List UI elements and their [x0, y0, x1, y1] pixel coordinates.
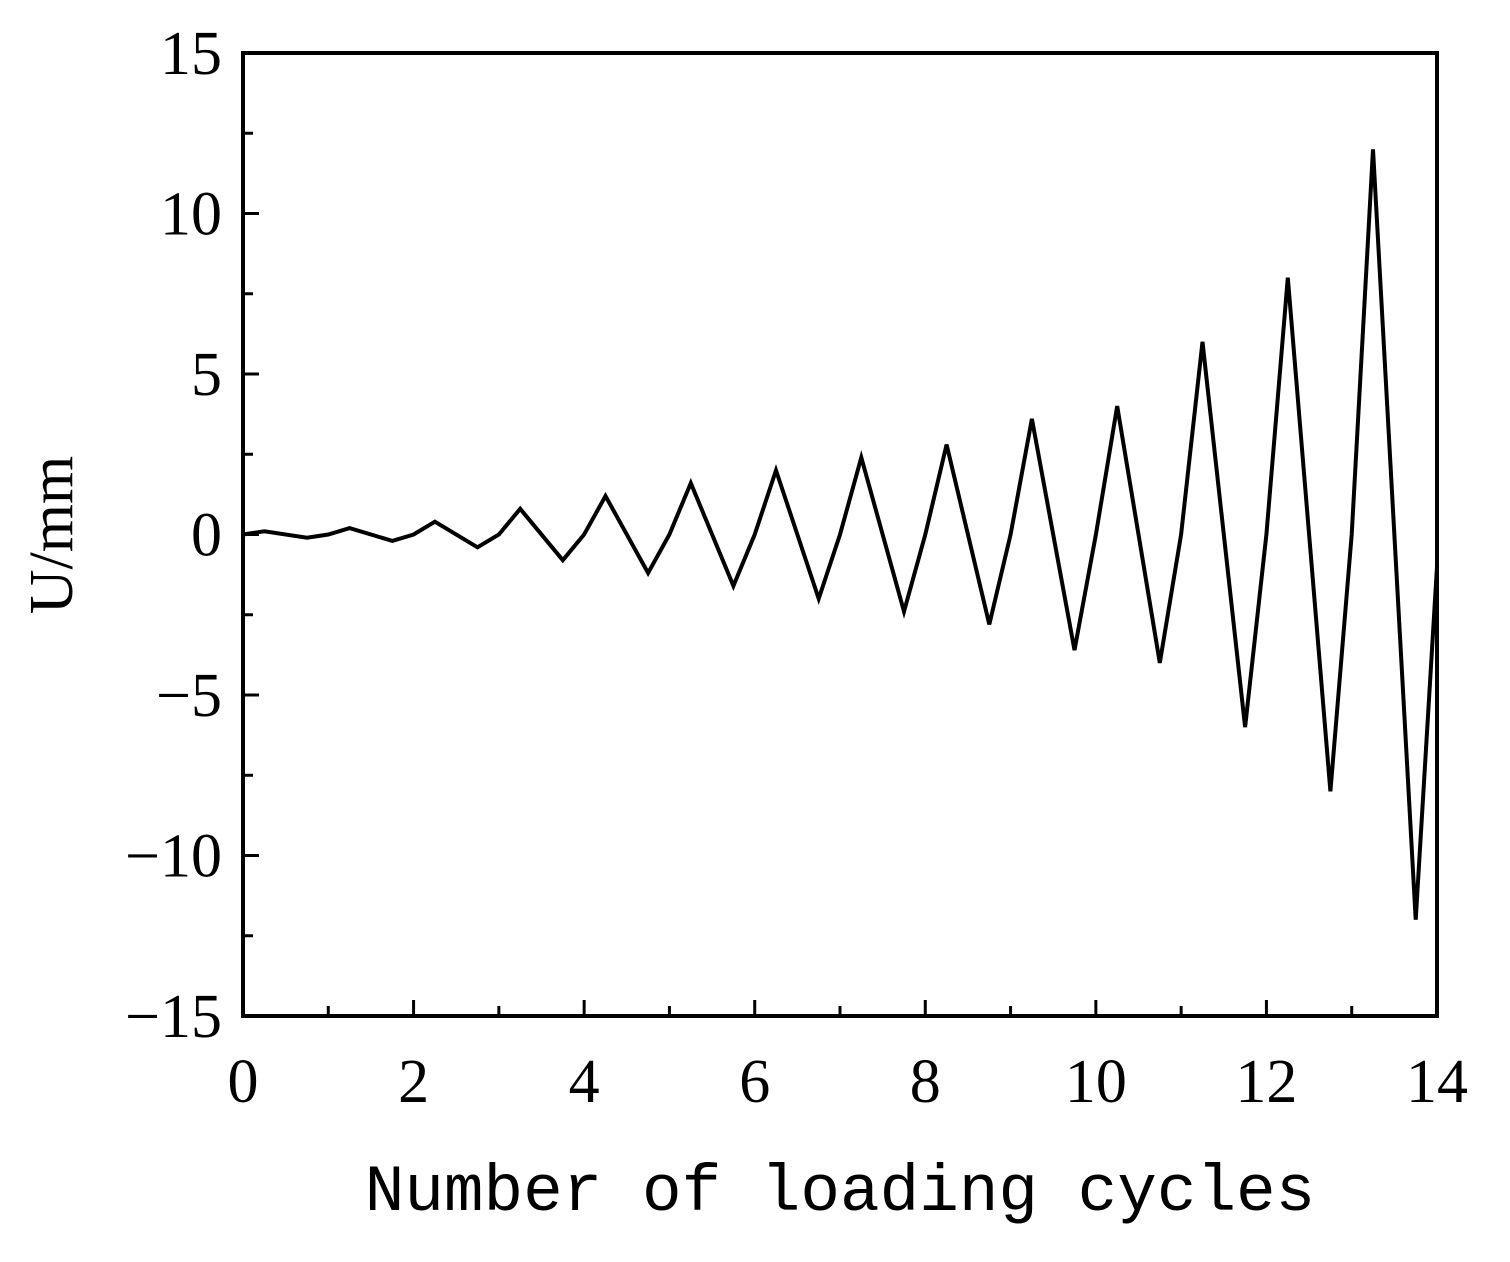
y-tick-label: 0 [191, 502, 222, 570]
plot-frame [241, 51, 1439, 1018]
y-tick-label: −10 [125, 823, 222, 891]
x-tick-label: 6 [739, 1048, 770, 1116]
y-tick-label: 10 [160, 181, 222, 249]
x-axis-title: Number of loading cycles [365, 1155, 1316, 1230]
x-tick-label: 14 [1406, 1048, 1468, 1116]
x-tick-label: 0 [228, 1048, 259, 1116]
y-tick-labels: −15 −10 −5 0 5 10 15 [125, 20, 222, 1051]
x-tick-label: 2 [398, 1048, 429, 1116]
data-line-layer [242, 149, 1439, 920]
y-axis-title: U/mm [18, 456, 86, 614]
x-tick-label: 12 [1235, 1048, 1297, 1116]
y-tick-label: 15 [160, 20, 222, 88]
x-tick-label: 4 [569, 1048, 600, 1116]
x-tick-labels: 0 2 4 6 8 10 12 14 [228, 1048, 1469, 1116]
y-tick-label: −5 [156, 662, 222, 730]
x-tick-label: 10 [1065, 1048, 1127, 1116]
x-tick-label: 8 [910, 1048, 941, 1116]
series-line [242, 149, 1439, 920]
y-tick-label: 5 [191, 341, 222, 409]
y-tick-label: −15 [125, 983, 222, 1051]
